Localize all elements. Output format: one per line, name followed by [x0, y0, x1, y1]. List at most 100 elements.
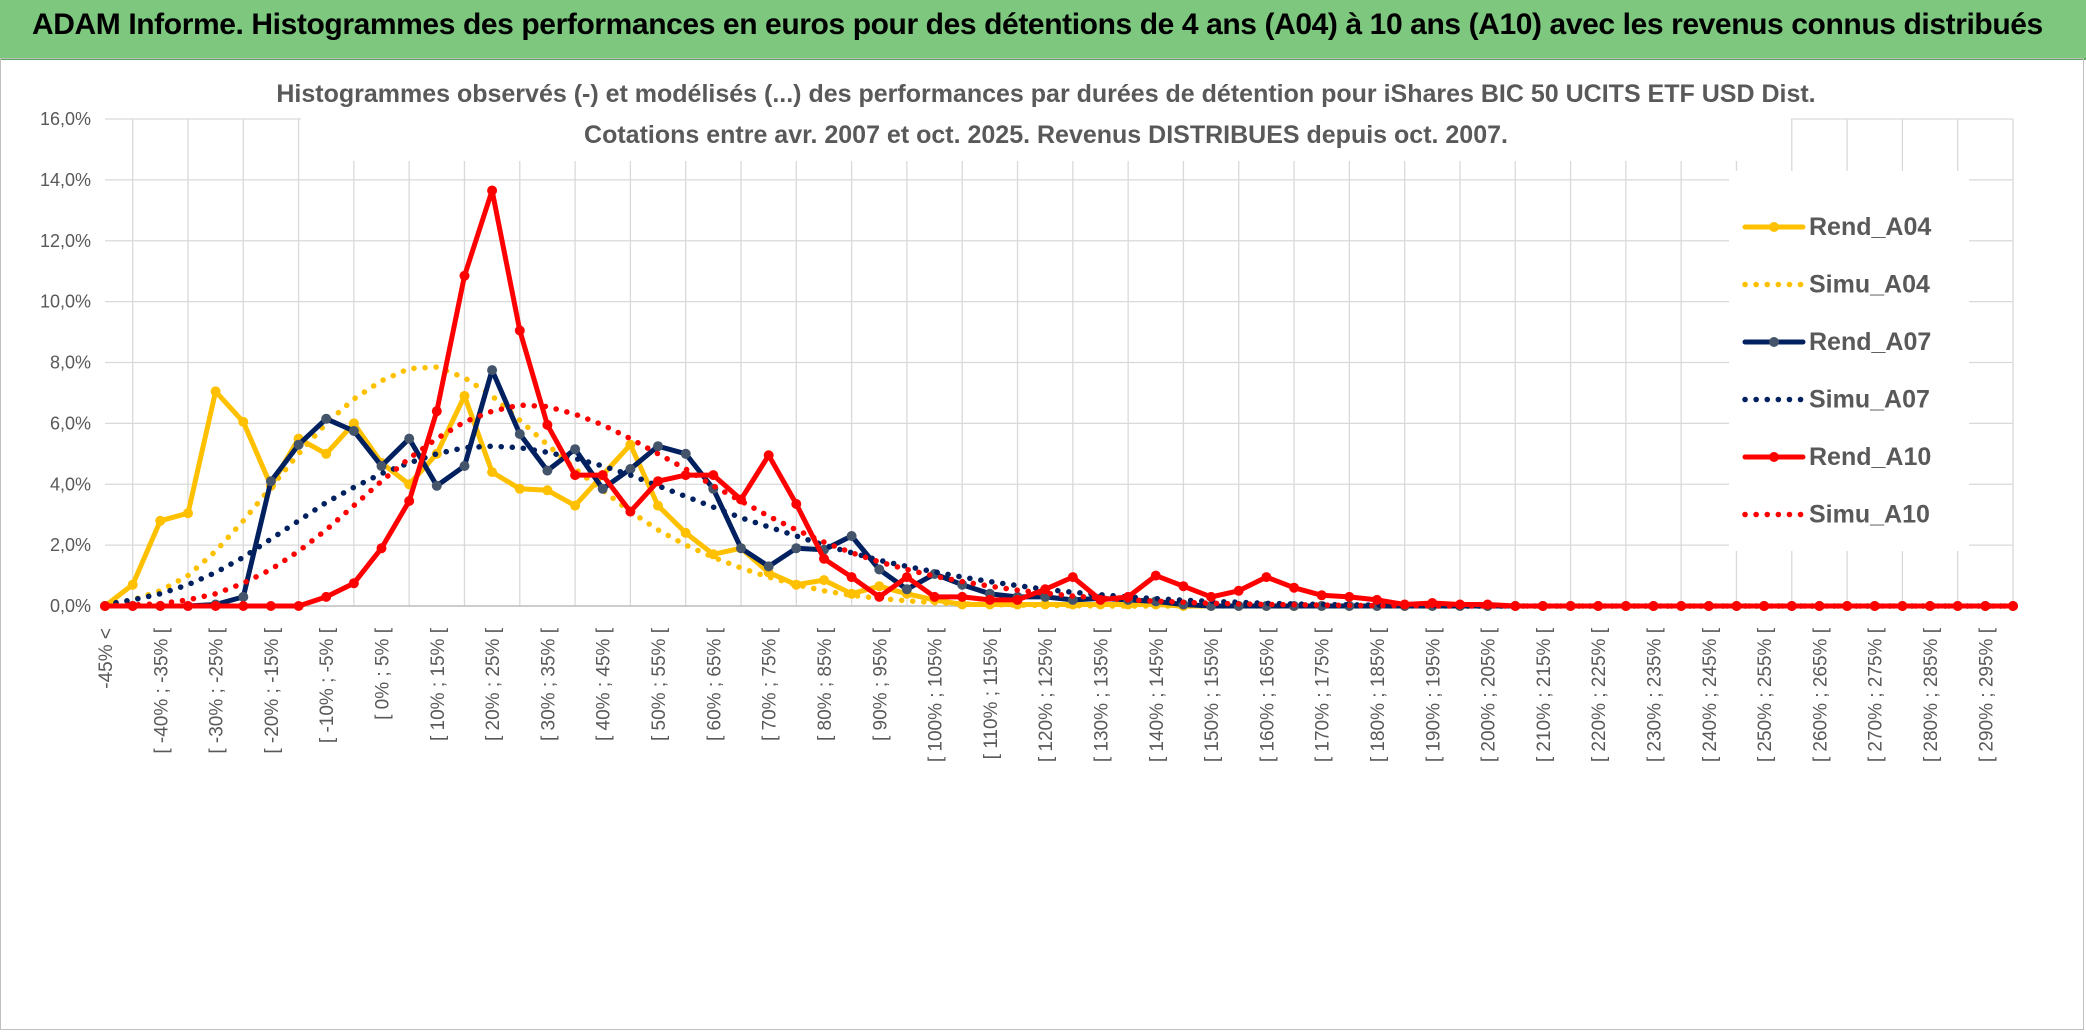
legend-label: Simu_A07 [1809, 386, 1930, 414]
legend-item-Rend_A07: Rend_A07 [1742, 328, 1931, 356]
point-Rend_A10 [1648, 601, 1659, 611]
x-tick-label: [ 140% ; 145% [ [1147, 627, 1168, 762]
point-Rend_A04 [708, 549, 719, 560]
point-Rend_A07 [238, 591, 249, 602]
point-Rend_A10 [708, 470, 719, 481]
legend-item-Simu_A07: Simu_A07 [1742, 386, 1930, 414]
point-Rend_A10 [901, 572, 912, 583]
point-Rend_A04 [127, 579, 138, 590]
point-Rend_A04 [570, 500, 581, 511]
x-tick-label: [ 230% ; 235% [ [1645, 627, 1666, 762]
point-Rend_A10 [570, 470, 581, 481]
point-Rend_A10 [1316, 590, 1327, 601]
x-tick-label: [ 240% ; 245% [ [1700, 627, 1721, 762]
point-Rend_A10 [763, 450, 774, 461]
point-Rend_A10 [1289, 582, 1299, 593]
x-tick-label: [ 20% ; 25% [ [483, 627, 504, 741]
y-tick-label: 14,0% [40, 170, 91, 190]
title-background [301, 61, 1791, 161]
point-Rend_A10 [210, 601, 221, 611]
x-tick-label: [ 130% ; 135% [ [1091, 627, 1112, 762]
x-tick-label: [ 0% ; 5% [ [373, 627, 394, 720]
x-tick-label: [ 180% ; 185% [ [1368, 627, 1389, 762]
legend-label: Rend_A07 [1809, 328, 1931, 356]
x-tick-label: [ 60% ; 65% [ [704, 627, 725, 741]
point-Rend_A04 [874, 581, 885, 592]
point-Rend_A07 [265, 476, 276, 487]
histogram-chart: 0,0% 2,0% 4,0% 6,0% 8,0% 10,0% 12,0% 14,0% 16,0%… [40, 61, 2018, 762]
point-Rend_A04 [680, 527, 691, 538]
point-Rend_A07 [791, 543, 802, 554]
point-Rend_A10 [1703, 601, 1714, 611]
point-Rend_A07 [404, 433, 415, 444]
point-Rend_A04 [542, 485, 553, 496]
series-Simu_A04 [102, 364, 2016, 609]
point-Rend_A04 [514, 483, 525, 494]
legend-item-Simu_A04: Simu_A04 [1742, 271, 1930, 299]
x-tick-label: [ 200% ; 205% [ [1479, 627, 1500, 762]
point-Rend_A10 [376, 543, 387, 554]
legend-item-Rend_A04: Rend_A04 [1742, 213, 1931, 241]
point-Rend_A04 [348, 418, 359, 429]
point-Rend_A10 [1344, 591, 1355, 602]
point-Rend_A07 [542, 465, 553, 476]
point-Rend_A07 [901, 584, 912, 595]
legend-background [1729, 171, 1969, 551]
y-tick-label: 8,0% [50, 353, 91, 373]
point-Rend_A10 [1067, 572, 1078, 583]
point-Rend_A10 [1206, 591, 1217, 602]
point-Rend_A10 [846, 572, 857, 583]
point-Rend_A10 [127, 601, 138, 611]
point-Rend_A10 [514, 325, 525, 336]
point-Rend_A07 [653, 441, 663, 452]
point-Rend_A10 [1759, 601, 1770, 611]
x-tick-label: [ -10% ; -5% [ [317, 627, 338, 743]
point-Rend_A04 [846, 588, 857, 599]
x-tick-label: [ 70% ; 75% [ [760, 627, 781, 741]
point-Rend_A10 [1233, 585, 1244, 596]
legend-marker [1769, 452, 1779, 462]
y-tick-label: 10,0% [40, 292, 91, 312]
x-tick-label: [ 250% ; 255% [ [1755, 627, 1776, 762]
y-tick-label: 12,0% [40, 231, 91, 251]
point-Rend_A10 [2008, 601, 2018, 611]
point-Rend_A10 [265, 601, 276, 611]
point-Rend_A10 [404, 496, 415, 506]
point-Rend_A07 [763, 561, 774, 572]
x-tick-label: [ 270% ; 275% [ [1866, 627, 1887, 762]
series-Rend_A07 [102, 367, 2016, 609]
point-Rend_A10 [487, 185, 498, 196]
point-Rend_A10 [984, 594, 995, 605]
point-Rend_A04 [653, 500, 663, 511]
y-tick-label: 6,0% [50, 413, 91, 433]
point-Rend_A07 [487, 365, 498, 376]
point-Rend_A07 [376, 461, 387, 471]
point-Rend_A04 [625, 439, 636, 450]
point-Rend_A04 [459, 391, 470, 401]
point-Rend_A07 [459, 461, 470, 471]
x-tick-label: [ 280% ; 285% [ [1921, 627, 1942, 762]
title-banner: ADAM Informe. Histogrammes des performan… [0, 0, 2086, 60]
point-Rend_A10 [293, 601, 304, 611]
x-tick-label: [ -40% ; -35% [ [151, 627, 172, 753]
legend-item-Simu_A10: Simu_A10 [1742, 501, 1930, 529]
chart-titles: Histogrammes observés (-) et modélisés (… [276, 61, 1816, 161]
point-Rend_A04 [210, 386, 221, 397]
point-Rend_A07 [680, 448, 691, 459]
x-tick-label: [ -30% ; -25% [ [207, 627, 228, 753]
point-Rend_A10 [459, 270, 470, 281]
point-Rend_A07 [625, 464, 636, 474]
legend-item-Rend_A10: Rend_A10 [1742, 443, 1931, 471]
chart-title: Histogrammes observés (-) et modélisés (… [276, 80, 1815, 108]
chart-subtitle: Cotations entre avr. 2007 et oct. 2025. … [584, 121, 1508, 149]
x-tick-label: [ 100% ; 105% [ [926, 627, 947, 762]
point-Rend_A10 [1012, 594, 1023, 605]
chart-frame: 0,0% 2,0% 4,0% 6,0% 8,0% 10,0% 12,0% 14,0% 16,0%… [0, 58, 2084, 1030]
legend: Rend_A04 Simu_A04 Rend_A07 Simu_A07 Rend_A10… [1729, 171, 1969, 551]
point-Rend_A04 [155, 515, 166, 526]
legend-label: Simu_A10 [1809, 501, 1930, 529]
point-Rend_A10 [1040, 584, 1051, 595]
y-tick-label: 2,0% [50, 535, 91, 555]
y-tick-label: 0,0% [50, 596, 91, 616]
point-Rend_A10 [791, 499, 802, 509]
